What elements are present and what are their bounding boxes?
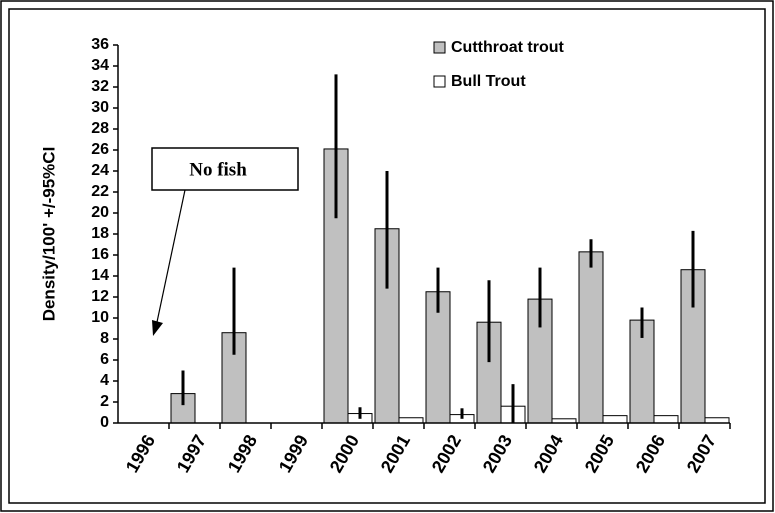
bar	[398, 417, 424, 424]
y-tick-label: 14	[91, 267, 109, 284]
legend-label: Bull Trout	[451, 73, 526, 90]
annotation-box	[151, 147, 299, 191]
arrow-head	[152, 320, 163, 336]
x-tick-label: 2003	[479, 431, 516, 476]
y-tick-label: 30	[91, 99, 109, 116]
legend-label: Cutthroat trout	[451, 39, 565, 56]
chart-frame	[8, 8, 766, 504]
x-tick-label: 1997	[173, 431, 210, 476]
x-tick-label: 2004	[530, 431, 567, 476]
y-axis-label: Density/100' +/-95%CI	[39, 147, 58, 322]
x-tick-label: 2006	[632, 431, 669, 476]
y-tick-label: 12	[91, 288, 109, 305]
legend	[420, 28, 615, 103]
x-tick-label: 1998	[224, 431, 261, 476]
x-tick-label: 1996	[122, 431, 159, 476]
y-tick-label: 8	[100, 330, 109, 347]
x-tick-label: 2007	[683, 431, 720, 476]
y-tick-label: 10	[91, 309, 109, 326]
x-tick-label: 2000	[326, 431, 363, 476]
bar	[602, 415, 628, 424]
legend-swatch	[433, 75, 446, 88]
y-tick-label: 22	[91, 183, 109, 200]
x-tick-label: 2005	[581, 431, 618, 476]
x-tick-label: 1999	[275, 431, 312, 476]
bar	[653, 415, 679, 424]
y-tick-label: 4	[100, 372, 109, 389]
x-tick-label: 2001	[377, 431, 414, 476]
y-tick-label: 6	[100, 351, 109, 368]
annotation: No fish	[189, 159, 247, 180]
y-tick-label: 28	[91, 120, 109, 137]
y-tick-label: 0	[100, 414, 109, 431]
y-tick-label: 20	[91, 204, 109, 221]
y-tick-label: 34	[91, 57, 109, 74]
legend-swatch	[433, 41, 446, 54]
y-tick-label: 2	[100, 393, 109, 410]
annotation-arrow	[156, 189, 186, 323]
y-tick-label: 24	[91, 162, 109, 179]
y-tick-label: 18	[91, 225, 109, 242]
y-tick-label: 26	[91, 141, 109, 158]
y-tick-label: 32	[91, 78, 109, 95]
bar	[704, 417, 730, 424]
y-tick-label: 16	[91, 246, 109, 263]
bar	[425, 291, 451, 424]
x-tick-label: 2002	[428, 431, 465, 476]
bar	[578, 251, 604, 424]
y-tick-label: 36	[91, 36, 109, 53]
